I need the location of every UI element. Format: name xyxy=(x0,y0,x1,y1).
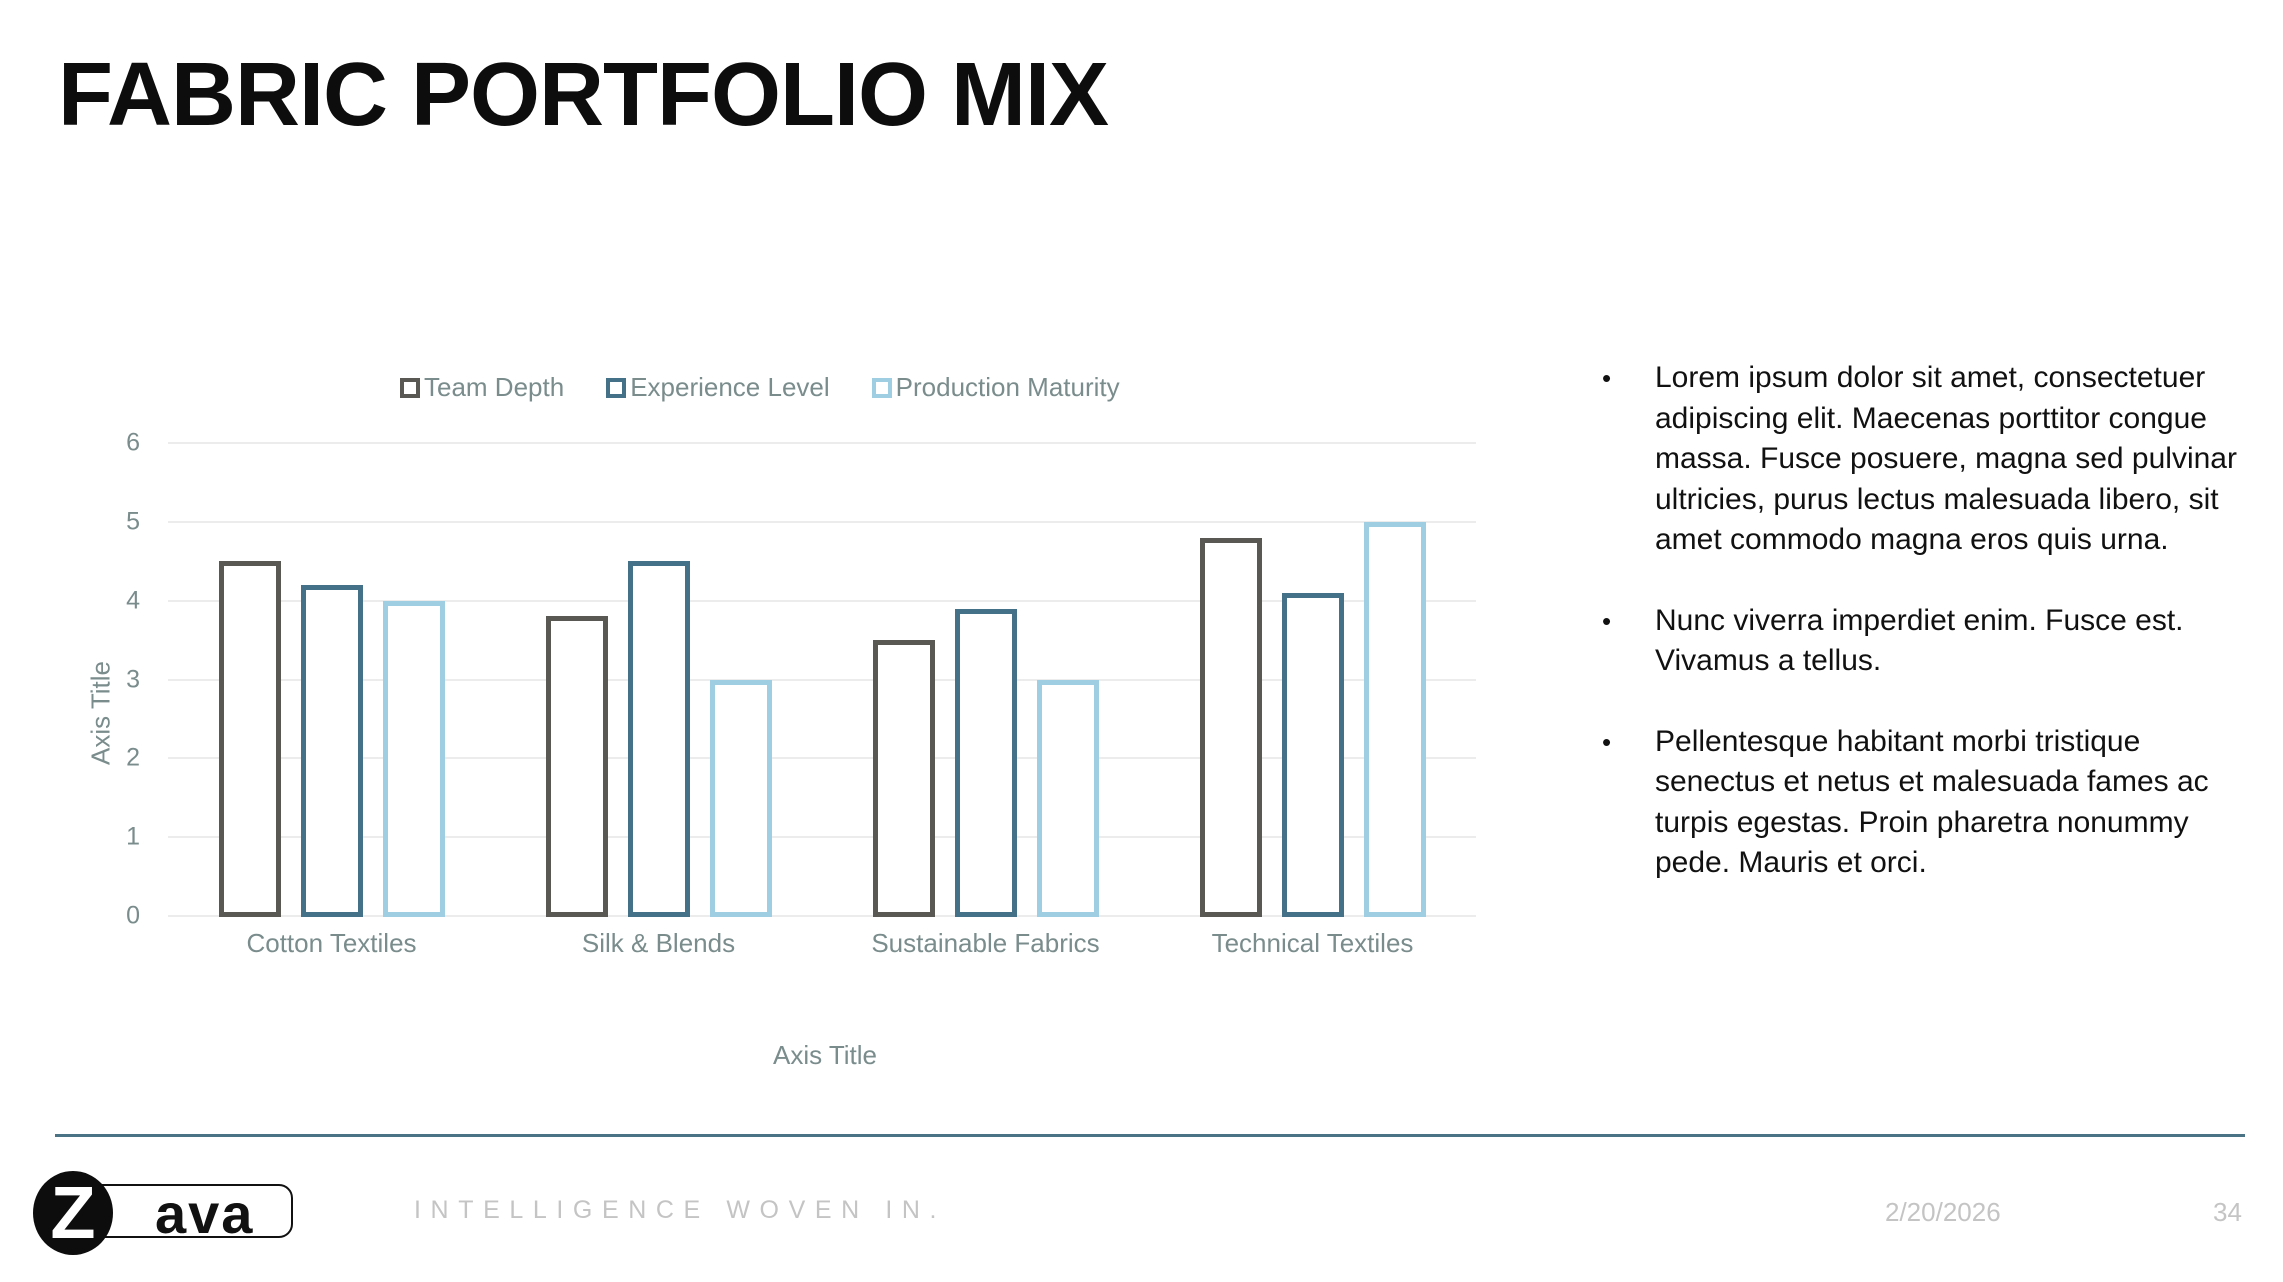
bar-production-maturity xyxy=(382,600,445,917)
x-tick-label: Technical Textiles xyxy=(1211,928,1414,958)
bar-experience-level xyxy=(300,584,363,917)
bullet-icon: • xyxy=(1602,726,1612,757)
y-tick-label: 5 xyxy=(126,507,140,536)
legend-item-team-depth: Team Depth xyxy=(400,372,564,403)
logo-circle: Z xyxy=(33,1171,113,1255)
footer-date: 2/20/2026 xyxy=(1885,1197,2001,1227)
bar-experience-level xyxy=(954,608,1017,917)
legend-item-experience-level: Experience Level xyxy=(606,372,830,403)
bar-production-maturity xyxy=(1036,679,1099,917)
y-tick-label: 3 xyxy=(126,665,140,693)
y-tick-label: 6 xyxy=(126,428,140,457)
bullet-text: Lorem ipsum dolor sit amet, consectetuer… xyxy=(1655,361,2237,556)
slide-title: FABRIC PORTFOLIO MIX xyxy=(58,45,1109,145)
plot-area: 0 1 2 3 4 5 6 Cotton Textiles Silk & Blends Susta… xyxy=(126,429,1476,958)
y-tick-label: 1 xyxy=(126,822,140,851)
legend-swatch-icon xyxy=(871,377,892,398)
zava-logo: ava Z xyxy=(33,1171,293,1255)
y-tick-label: 2 xyxy=(126,743,140,772)
footer-divider xyxy=(55,1134,2245,1137)
bar-production-maturity xyxy=(709,679,772,917)
bullet-item: • Nunc viverra imperdiet enim. Fusce est… xyxy=(1600,601,2240,682)
bar-chart: Team Depth Experience Level Production M… xyxy=(86,372,1476,1070)
bar-team-depth xyxy=(545,616,608,917)
bar-team-depth xyxy=(1199,537,1262,917)
bar-production-maturity xyxy=(1363,521,1426,917)
y-tick-label: 4 xyxy=(126,586,140,615)
x-axis-title: Axis Title xyxy=(772,1040,878,1070)
logo-initial: Z xyxy=(50,1171,96,1254)
legend-item-production-maturity: Production Maturity xyxy=(871,372,1120,403)
bullet-item: • Pellentesque habitant morbi tristique … xyxy=(1600,722,2240,884)
bullet-icon: • xyxy=(1602,605,1612,636)
logo-wordmark: ava xyxy=(155,1182,255,1245)
legend-swatch-icon xyxy=(400,377,420,398)
gridline xyxy=(168,599,1476,602)
bar-experience-level xyxy=(1281,592,1344,917)
bullet-text: Pellentesque habitant morbi tristique se… xyxy=(1655,724,2209,880)
gridline xyxy=(168,915,1476,917)
gridline xyxy=(168,757,1476,760)
legend-label: Experience Level xyxy=(630,372,830,402)
legend-swatch-icon xyxy=(606,377,627,398)
bullet-icon: • xyxy=(1602,363,1612,393)
bar-team-depth xyxy=(218,561,281,917)
footer-tagline: INTELLIGENCE WOVEN IN. xyxy=(414,1196,947,1224)
x-tick-label: Silk & Blends xyxy=(581,928,736,958)
page-number: 34 xyxy=(2213,1197,2242,1227)
y-tick-label: 0 xyxy=(126,901,140,930)
gridline xyxy=(168,442,1476,444)
bullet-list: • Lorem ipsum dolor sit amet, consectetu… xyxy=(1600,358,2240,924)
gridline xyxy=(168,678,1476,681)
x-tick-label: Sustainable Fabrics xyxy=(871,928,1100,958)
legend-label: Team Depth xyxy=(424,372,565,402)
legend-label: Production Maturity xyxy=(895,372,1120,402)
x-tick-label: Cotton Textiles xyxy=(246,928,417,958)
bullet-item: • Lorem ipsum dolor sit amet, consectetu… xyxy=(1600,358,2240,561)
bar-experience-level xyxy=(627,561,690,917)
gridline xyxy=(168,836,1476,839)
bar-team-depth xyxy=(872,640,935,917)
gridline xyxy=(168,520,1476,523)
bullet-text: Nunc viverra imperdiet enim. Fusce est. … xyxy=(1655,603,2184,678)
chart-legend: Team Depth Experience Level Production M… xyxy=(400,372,1162,403)
